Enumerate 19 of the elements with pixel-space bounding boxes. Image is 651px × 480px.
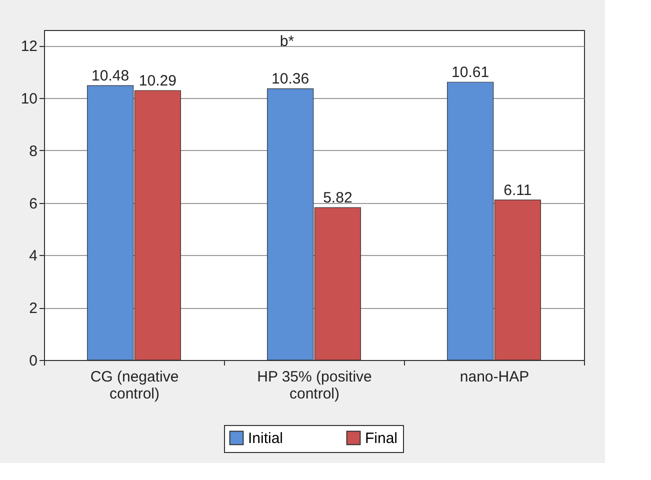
- y-tick-label: 8: [29, 142, 38, 160]
- x-tick-label: CG (negative control): [90, 368, 179, 402]
- data-label: 10.29: [138, 72, 176, 90]
- data-label: 5.82: [323, 190, 352, 207]
- y-tick-label: 6: [29, 195, 38, 212]
- y-tick-label: 10: [20, 90, 38, 108]
- y-tick-label: 4: [29, 248, 38, 265]
- x-tick-label: HP 35% (positive control): [257, 368, 372, 402]
- data-label: 10.36: [272, 70, 310, 88]
- x-tick-label: nano-HAP: [460, 368, 530, 386]
- annotation: b*: [280, 33, 294, 50]
- data-label: 10.48: [92, 68, 130, 85]
- legend-label: Final: [365, 430, 398, 447]
- data-label: 6.11: [504, 182, 532, 199]
- data-label: 10.61: [452, 64, 490, 82]
- y-tick-label: 0: [29, 352, 38, 370]
- legend-label: Initial: [248, 430, 284, 447]
- y-tick-label: 12: [20, 38, 38, 56]
- y-tick-label: 2: [29, 300, 38, 318]
